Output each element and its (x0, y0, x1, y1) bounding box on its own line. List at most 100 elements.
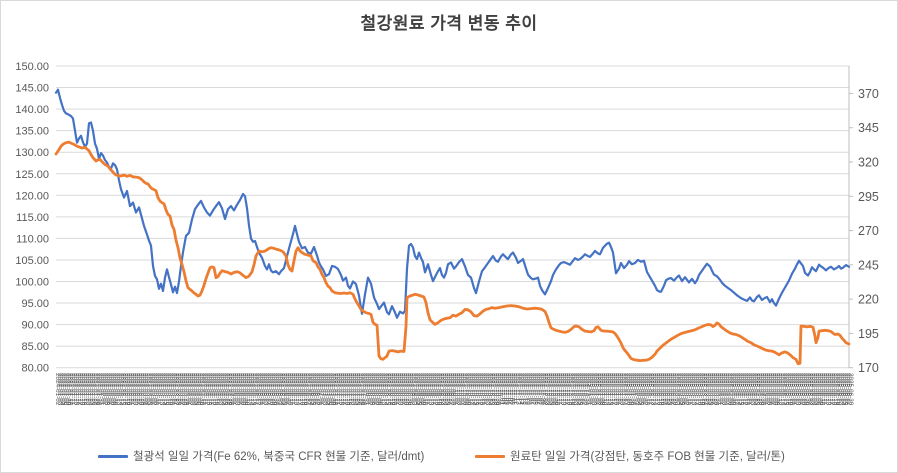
svg-text:2024-07-09: 2024-07-09 (329, 373, 336, 406)
svg-text:2024-05-06: 2024-05-06 (235, 373, 242, 406)
svg-text:2024-10-02: 2024-10-02 (454, 373, 461, 406)
svg-text:2024-06-13: 2024-06-13 (293, 373, 300, 406)
svg-text:2024-09-09: 2024-09-09 (419, 373, 426, 406)
left-axis-tick-label: 150.00 (15, 61, 49, 73)
svg-text:2024-07-18: 2024-07-18 (343, 373, 350, 406)
svg-text:2025-02-27: 2025-02-27 (670, 373, 677, 406)
svg-text:2024-09-05: 2024-09-05 (415, 373, 422, 406)
svg-text:2025-04-07: 2025-04-07 (725, 373, 732, 406)
svg-text:2024-07-08: 2024-07-08 (327, 373, 334, 406)
svg-text:2024-05-16: 2024-05-16 (252, 373, 259, 406)
svg-text:2025-04-30: 2025-04-30 (759, 373, 766, 406)
svg-text:2024-04-23: 2024-04-23 (217, 373, 224, 406)
svg-text:2024-04-30: 2024-04-30 (227, 373, 234, 406)
svg-text:2024-10-03: 2024-10-03 (456, 373, 463, 406)
svg-text:2025-02-04: 2025-02-04 (635, 373, 642, 406)
svg-text:2024-06-19: 2024-06-19 (301, 373, 308, 406)
svg-text:2024-11-28: 2024-11-28 (537, 373, 544, 405)
svg-text:2024-07-16: 2024-07-16 (339, 373, 346, 406)
svg-text:2025-01-06: 2025-01-06 (592, 373, 599, 406)
svg-text:2025-05-05: 2025-05-05 (765, 373, 772, 406)
svg-text:2024-05-24: 2024-05-24 (264, 373, 271, 406)
svg-text:2024-05-17: 2024-05-17 (254, 373, 261, 406)
legend-item-coking-coal: 원료탄 일일 가격(강점탄, 동호주 FOB 현물 기준, 달러/톤) (475, 449, 785, 463)
svg-text:2024-12-18: 2024-12-18 (566, 373, 573, 406)
svg-text:2024-02-09: 2024-02-09 (111, 373, 118, 406)
svg-text:2025-05-21: 2025-05-21 (790, 373, 797, 406)
coking-coal-legend-key-line (475, 454, 505, 458)
svg-text:2024-07-05: 2024-07-05 (325, 373, 332, 406)
svg-text:2024-07-02: 2024-07-02 (319, 373, 326, 406)
svg-text:2024-05-29: 2024-05-29 (270, 373, 277, 406)
svg-text:2024-10-01: 2024-10-01 (452, 373, 459, 406)
left-axis-tick-label: 85.00 (21, 341, 49, 353)
svg-text:2025-05-30: 2025-05-30 (804, 373, 811, 406)
svg-text:2024-09-17: 2024-09-17 (431, 373, 438, 406)
right-axis-tick-label: 320 (858, 155, 879, 169)
svg-text:2025-01-21: 2025-01-21 (615, 373, 622, 406)
svg-text:2025-01-13: 2025-01-13 (602, 373, 609, 406)
svg-text:2024-08-21: 2024-08-21 (392, 373, 399, 406)
svg-text:2024-02-19: 2024-02-19 (123, 373, 130, 406)
svg-text:2024-04-01: 2024-04-01 (184, 373, 191, 406)
right-axis-tick-label: 220 (858, 293, 879, 307)
left-axis-tick-label: 115.00 (16, 212, 49, 224)
svg-text:2024-12-17: 2024-12-17 (564, 373, 571, 406)
svg-text:2024-07-25: 2024-07-25 (354, 373, 361, 406)
svg-text:2024-04-10: 2024-04-10 (199, 373, 206, 406)
svg-text:2024-10-10: 2024-10-10 (466, 373, 473, 406)
svg-text:2025-05-09: 2025-05-09 (774, 373, 781, 406)
svg-text:2024-10-22: 2024-10-22 (482, 373, 489, 406)
svg-text:2024-02-21: 2024-02-21 (127, 373, 134, 406)
left-axis-tick-label: 140.00 (15, 104, 49, 116)
svg-text:2025-06-27: 2025-06-27 (845, 373, 852, 406)
svg-text:2025-05-08: 2025-05-08 (772, 373, 779, 406)
svg-text:2024-01-29: 2024-01-29 (93, 373, 100, 406)
svg-text:2024-12-03: 2024-12-03 (543, 373, 550, 406)
svg-text:2025-06-06: 2025-06-06 (814, 373, 821, 406)
svg-text:2024-12-13: 2024-12-13 (560, 373, 567, 406)
svg-text:2024-10-07: 2024-10-07 (460, 373, 467, 406)
svg-text:2024-03-25: 2024-03-25 (174, 373, 181, 406)
legend-item-iron-ore: 철광석 일일 가격(Fe 62%, 북중국 CFR 현물 기준, 달러/dmt) (98, 449, 424, 463)
svg-text:2025-04-28: 2025-04-28 (755, 373, 762, 406)
svg-text:2024-03-13: 2024-03-13 (158, 373, 165, 406)
svg-text:2024-03-19: 2024-03-19 (166, 373, 173, 406)
svg-text:2024-11-29: 2024-11-29 (539, 373, 546, 405)
svg-text:2024-06-11: 2024-06-11 (288, 373, 295, 405)
svg-text:2024-07-11: 2024-07-11 (333, 373, 340, 405)
svg-text:2024-05-08: 2024-05-08 (240, 373, 247, 406)
svg-text:2024-03-18: 2024-03-18 (164, 373, 171, 406)
svg-text:2024-01-23: 2024-01-23 (85, 373, 92, 406)
svg-text:2024-11-06: 2024-11-06 (505, 373, 512, 405)
svg-text:2024-08-13: 2024-08-13 (380, 373, 387, 406)
left-axis-tick-label: 125.00 (15, 169, 49, 181)
svg-text:2024-06-18: 2024-06-18 (299, 373, 306, 406)
svg-text:2024-12-27: 2024-12-27 (580, 373, 587, 406)
svg-text:2024-12-06: 2024-12-06 (549, 373, 556, 406)
svg-text:2024-03-29: 2024-03-29 (182, 373, 189, 406)
svg-text:2024-07-15: 2024-07-15 (337, 373, 344, 406)
svg-text:2024-09-03: 2024-09-03 (411, 373, 418, 406)
svg-text:2025-03-04: 2025-03-04 (676, 373, 683, 406)
svg-text:2025-06-17: 2025-06-17 (829, 373, 836, 406)
svg-text:2024-06-21: 2024-06-21 (305, 373, 312, 406)
svg-text:2024-07-17: 2024-07-17 (341, 373, 348, 406)
svg-text:2024-10-16: 2024-10-16 (474, 373, 481, 406)
svg-text:2024-02-28: 2024-02-28 (138, 373, 145, 406)
svg-text:2025-06-02: 2025-06-02 (806, 373, 813, 406)
svg-text:2024-06-17: 2024-06-17 (297, 373, 304, 406)
svg-text:2025-01-24: 2025-01-24 (621, 373, 628, 406)
left-axis-tick-label: 135.00 (15, 126, 49, 138)
svg-text:2024-12-10: 2024-12-10 (553, 373, 560, 406)
svg-text:2025-05-22: 2025-05-22 (792, 373, 799, 406)
svg-text:2025-05-13: 2025-05-13 (778, 373, 785, 406)
svg-text:2024-12-16: 2024-12-16 (562, 373, 569, 406)
coking-coal-price-line (54, 140, 851, 366)
svg-text:2024-07-19: 2024-07-19 (346, 373, 353, 406)
svg-text:2024-07-22: 2024-07-22 (348, 373, 355, 406)
svg-text:2025-03-18: 2025-03-18 (696, 373, 703, 406)
svg-text:2024-03-22: 2024-03-22 (172, 373, 179, 406)
svg-text:2024-11-22: 2024-11-22 (529, 373, 536, 405)
svg-text:2024-05-28: 2024-05-28 (268, 373, 275, 406)
